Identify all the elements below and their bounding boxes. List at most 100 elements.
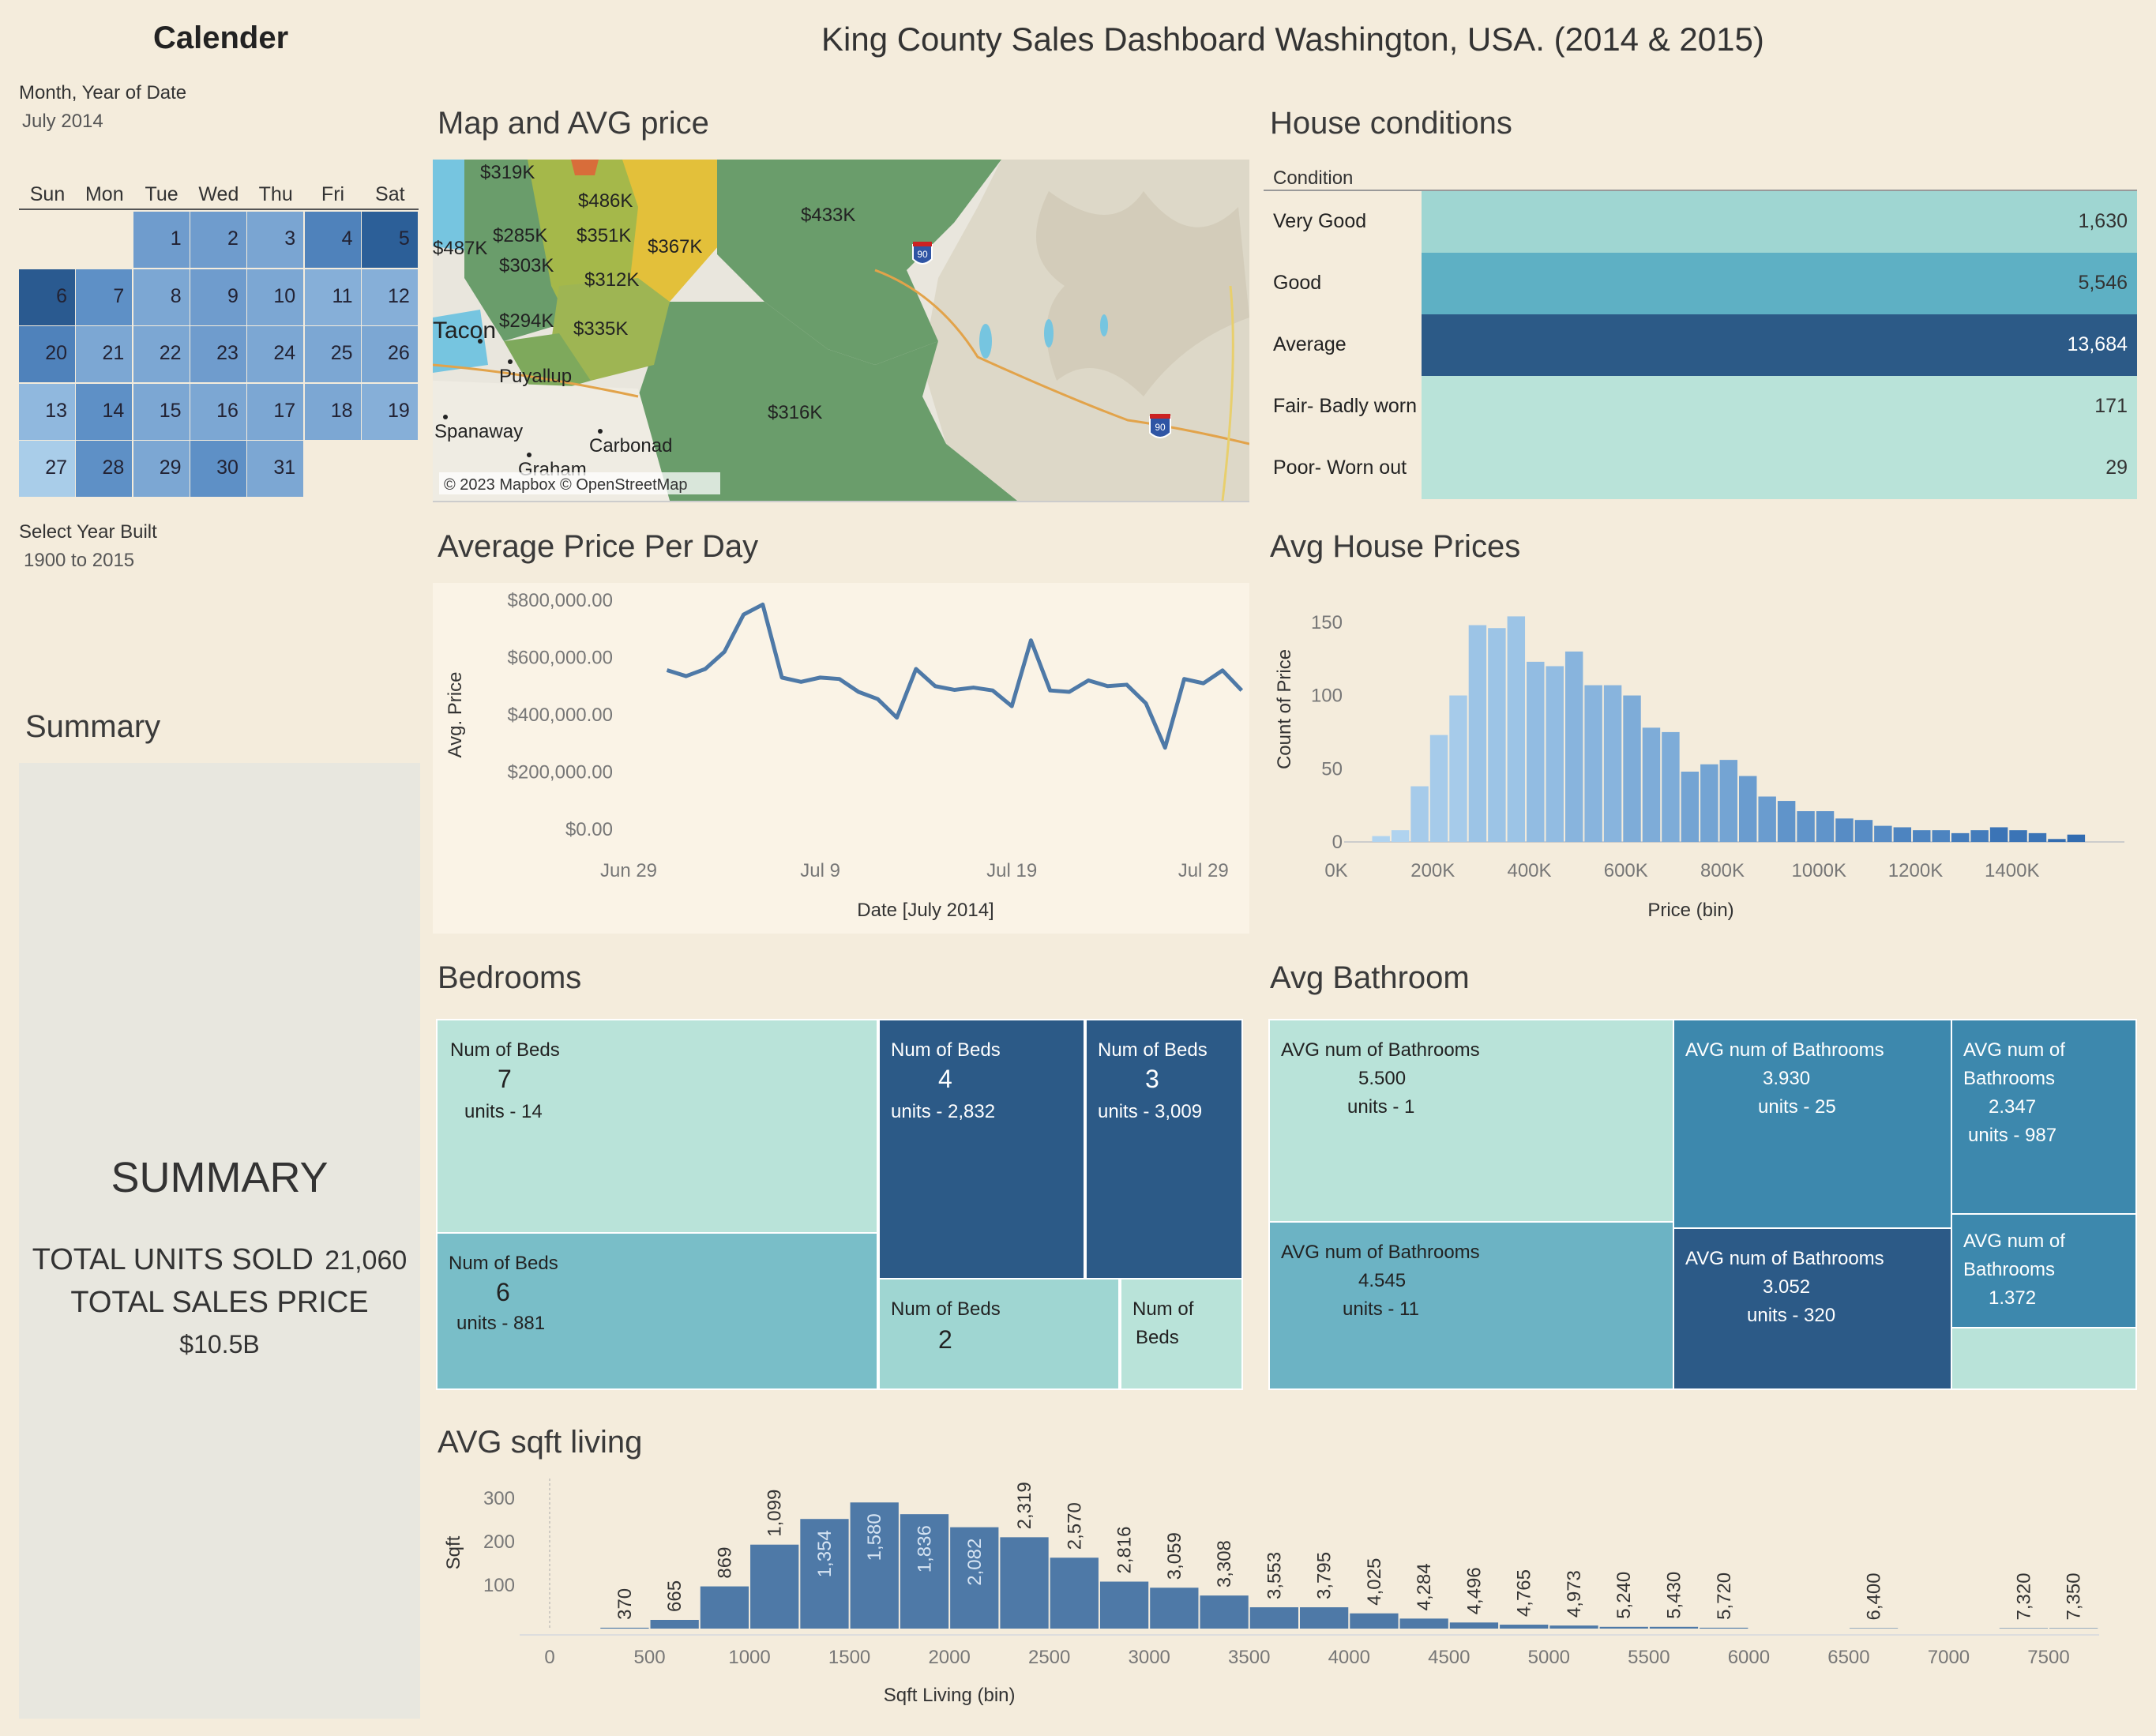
sqft-bar (1200, 1595, 1249, 1629)
total-units-sold: TOTAL UNITS SOLD 21,060 (19, 1243, 420, 1277)
calendar-day[interactable]: 8 (133, 269, 190, 325)
calendar-day[interactable]: 18 (304, 383, 361, 440)
condition-bar[interactable]: 171 (1422, 376, 2137, 438)
calendar-day[interactable]: 29 (133, 441, 190, 498)
histogram-bar (1816, 811, 1835, 842)
condition-bar[interactable]: 13,684 (1422, 314, 2137, 376)
bathroom-tile-3-9[interactable]: AVG num of Bathrooms 3.930 units - 25 (1673, 1019, 1952, 1229)
bedroom-tile-3[interactable]: Num of Beds 3 units - 3,009 (1085, 1019, 1243, 1279)
sqft-bar (1999, 1628, 2048, 1629)
calendar-day[interactable]: 4 (304, 212, 361, 268)
bedroom-tile-units: units - 2,832 (891, 1101, 996, 1122)
calendar-day[interactable]: 9 (190, 269, 246, 325)
bedroom-tile-7[interactable]: Num of Beds 7 units - 14 (436, 1019, 878, 1234)
calendar-day[interactable]: 27 (19, 441, 75, 498)
y-axis-label: Count of Price (1274, 649, 1295, 769)
calendar-day-number: 15 (159, 399, 182, 422)
calendar-day-number: 28 (102, 457, 125, 479)
calendar-day-number: 25 (330, 342, 353, 365)
bedroom-tile-4[interactable]: Num of Beds 4 units - 2,832 (878, 1019, 1085, 1279)
calendar-day[interactable]: 2 (190, 212, 246, 268)
calendar-day[interactable]: 5 (361, 212, 418, 268)
calendar-day[interactable]: 1 (133, 212, 190, 268)
calendar-day-number: 13 (45, 399, 67, 422)
condition-row[interactable]: Very Good 1,630 (1264, 191, 2137, 253)
bathroom-tile-remaining[interactable] (1951, 1327, 2137, 1390)
map-price-label: $285K (493, 225, 547, 246)
calendar-day[interactable]: 3 (247, 212, 304, 268)
calendar-day[interactable]: 14 (76, 383, 133, 440)
sqft-bar (850, 1502, 899, 1629)
sqft-bar-label: 2,319 (1014, 1482, 1035, 1529)
x-tick-label: 800K (1700, 860, 1745, 881)
histogram-bar (1468, 625, 1487, 842)
calendar-day[interactable]: 30 (190, 441, 246, 498)
sqft-bar (1500, 1625, 1549, 1629)
condition-row[interactable]: Poor- Worn out 29 (1264, 438, 2137, 499)
line-point (1009, 703, 1015, 709)
calendar-day-number: 31 (273, 457, 296, 479)
calendar-day[interactable]: 13 (19, 383, 75, 440)
calendar-day-number: 1 (170, 227, 182, 250)
condition-bar[interactable]: 29 (1422, 438, 2137, 499)
calendar-day[interactable]: 20 (19, 326, 75, 383)
sqft-bar (1050, 1558, 1099, 1629)
calendar-day[interactable]: 19 (361, 383, 418, 440)
calendar-day[interactable]: 6 (19, 269, 75, 325)
histogram-bar (1391, 830, 1410, 842)
calendar-day[interactable]: 7 (76, 269, 133, 325)
map-price-label: $351K (577, 225, 631, 246)
y-tick-label: 200 (483, 1531, 515, 1553)
bathroom-treemap[interactable]: AVG num of Bathrooms 5.500 units - 1 AVG… (1268, 1019, 2137, 1390)
condition-row[interactable]: Average 13,684 (1264, 314, 2137, 376)
condition-row[interactable]: Fair- Badly worn 171 (1264, 376, 2137, 438)
calendar-day[interactable]: 23 (190, 326, 246, 383)
line-point (894, 715, 900, 721)
calendar-day[interactable]: 21 (76, 326, 133, 383)
bathroom-tile-1-4[interactable]: AVG num of Bathrooms 1.372 (1951, 1213, 2137, 1328)
calendar-day[interactable]: 31 (247, 441, 304, 498)
map-price-label: $312K (584, 269, 639, 291)
bathroom-tile-2-3[interactable]: AVG num of Bathrooms 2.347 units - 987 (1951, 1019, 2137, 1215)
histogram-bar (1797, 811, 1815, 842)
calendar-day[interactable]: 10 (247, 269, 304, 325)
calendar-day[interactable]: 17 (247, 383, 304, 440)
condition-bar[interactable]: 5,546 (1422, 253, 2137, 314)
calendar-day[interactable]: 15 (133, 383, 190, 440)
bedroom-tile-6[interactable]: Num of Beds 6 units - 881 (436, 1232, 878, 1390)
sqft-living-histogram[interactable]: 100 200 300 370 665 869 1,099 1,354 1,580 1,836 2,… (433, 1469, 2137, 1715)
bedrooms-treemap[interactable]: Num of Beds 7 units - 14 Num of Beds 4 u… (436, 1019, 1243, 1390)
map-price-label: $303K (499, 255, 554, 276)
bathroom-tile-5-5[interactable]: AVG num of Bathrooms 5.500 units - 1 (1268, 1019, 1674, 1223)
highway-shield-icon: 90 90 (912, 242, 1171, 438)
year-built-filter-value[interactable]: 1900 to 2015 (24, 550, 135, 571)
sqft-bar-label: 1,580 (864, 1513, 885, 1561)
bathroom-tile-3-0[interactable]: AVG num of Bathrooms 3.052 units - 320 (1673, 1227, 1952, 1390)
calendar-day[interactable]: 16 (190, 383, 246, 440)
x-tick-label: Jul 19 (986, 860, 1037, 881)
sqft-bar (1849, 1628, 1899, 1629)
price-map[interactable]: $319K $486K $487K $285K $351K $367K $433K $303K… (433, 160, 1249, 501)
calendar-day[interactable]: 12 (361, 269, 418, 325)
condition-bar[interactable]: 1,630 (1422, 191, 2137, 253)
calendar-day[interactable]: 25 (304, 326, 361, 383)
calendar-day[interactable]: 11 (304, 269, 361, 325)
calendar-day[interactable]: 28 (76, 441, 133, 498)
calendar-day[interactable]: 22 (133, 326, 190, 383)
condition-label: Poor- Worn out (1273, 457, 1407, 479)
condition-row[interactable]: Good 5,546 (1264, 253, 2137, 314)
map-canvas[interactable]: $319K $486K $487K $285K $351K $367K $433K $303K… (433, 160, 1249, 501)
bathroom-tile-4-5[interactable]: AVG num of Bathrooms 4.545 units - 11 (1268, 1221, 1674, 1390)
sqft-bar (1300, 1607, 1349, 1629)
avg-price-line-chart[interactable]: $0.00 $200,000.00 $400,000.00 $600,000.00 $8… (433, 583, 1249, 934)
calendar-day[interactable]: 26 (361, 326, 418, 383)
bedroom-tile-small[interactable]: Num of Beds (1120, 1278, 1243, 1390)
calendar-day-number: 26 (387, 342, 410, 365)
condition-count: 5,546 (2078, 272, 2128, 294)
calendar-day[interactable]: 24 (247, 326, 304, 383)
price-histogram[interactable]: 0 50 100 150 0K 200K 400K 600K 800K 1000K 1200K 140… (1264, 583, 2137, 934)
month-filter-label: Month, Year of Date (19, 82, 187, 103)
bedroom-tile-2[interactable]: Num of Beds 2 (878, 1278, 1120, 1390)
sqft-living-panel: 100 200 300 370 665 869 1,099 1,354 1,580 1,836 2,… (433, 1469, 2137, 1715)
month-filter-value[interactable]: July 2014 (22, 111, 103, 132)
